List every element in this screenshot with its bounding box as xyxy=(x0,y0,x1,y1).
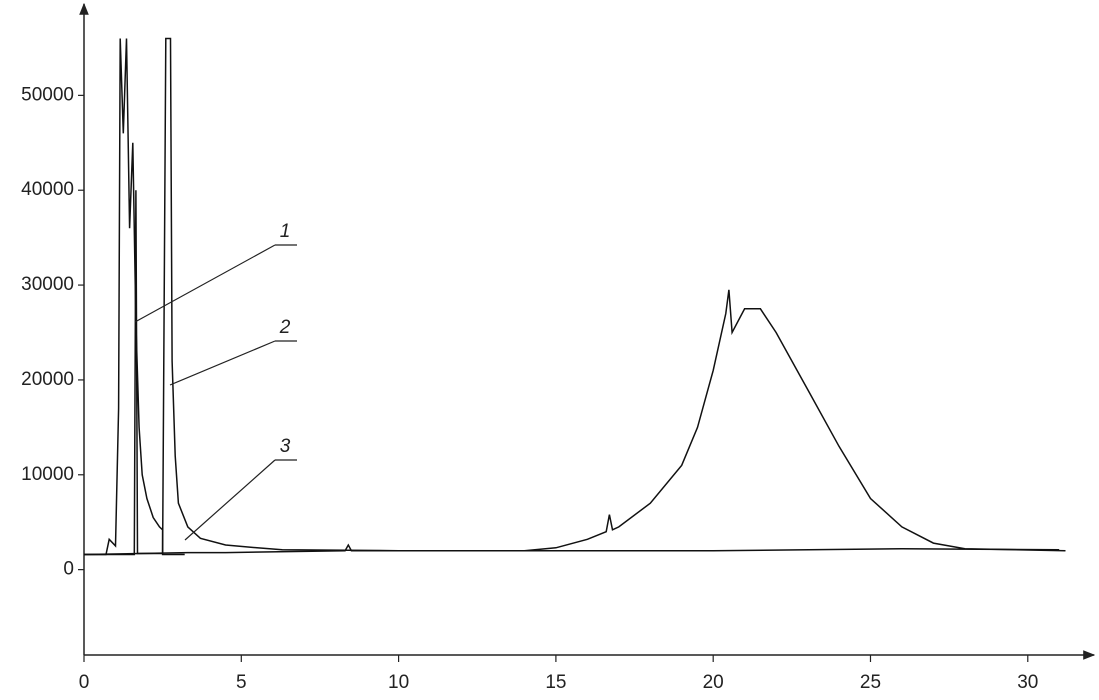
x-tick-label: 25 xyxy=(860,672,881,693)
curve-label: 2 xyxy=(279,317,291,338)
y-tick-label: 10000 xyxy=(21,464,74,485)
y-tick-label: 20000 xyxy=(21,369,74,390)
x-tick-label: 15 xyxy=(545,672,566,693)
x-tick-label: 30 xyxy=(1017,672,1038,693)
x-tick-label: 5 xyxy=(236,672,247,693)
y-tick-label: 0 xyxy=(63,559,74,580)
x-tick-label: 0 xyxy=(79,672,90,693)
curve-label: 1 xyxy=(280,221,291,242)
leader-line xyxy=(134,244,276,323)
y-tick-label: 50000 xyxy=(21,84,74,105)
y-tick-label: 40000 xyxy=(21,179,74,200)
series-line xyxy=(84,37,1060,556)
curve-label: 3 xyxy=(280,436,291,457)
series-line xyxy=(84,38,185,556)
x-tick-label: 20 xyxy=(703,672,724,693)
leader-line xyxy=(184,459,276,541)
leader-line xyxy=(169,340,276,386)
x-tick-label: 10 xyxy=(388,672,409,693)
y-tick-label: 30000 xyxy=(21,274,74,295)
series-line xyxy=(83,289,1066,556)
